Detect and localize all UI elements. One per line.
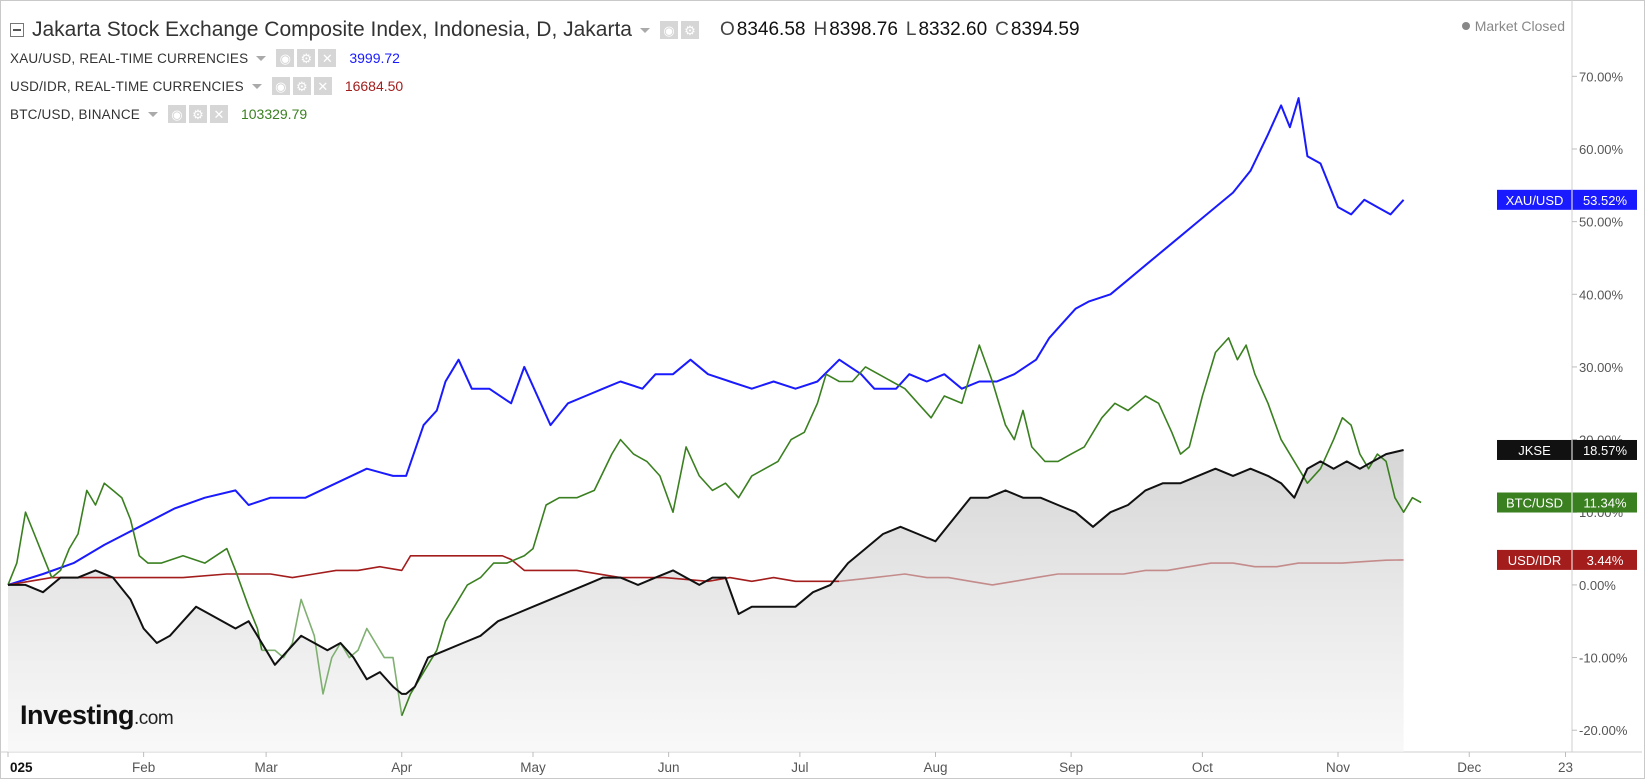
series-badge-value: 3.44% xyxy=(1587,553,1624,568)
series-line-jkse xyxy=(8,449,1404,695)
series-badge-xau-usd xyxy=(1497,189,1637,210)
x-tick-label: May xyxy=(520,760,546,775)
x-tick-label: Mar xyxy=(255,760,279,775)
series-controls: ◉ ⚙ ✕ xyxy=(271,77,335,95)
low-label: L xyxy=(905,19,917,40)
series-line-xau-usd xyxy=(7,97,1405,586)
overlay-row-btc: BTC/USD, BINANCE ◉ ⚙ ✕ 103329.79 xyxy=(10,105,307,123)
close-icon[interactable]: ✕ xyxy=(209,105,228,123)
logo-brand: Investing xyxy=(20,700,135,730)
x-tick-label: Feb xyxy=(132,760,155,775)
eye-icon[interactable]: ◉ xyxy=(276,49,295,67)
y-tick-label: 0.00% xyxy=(1579,578,1616,593)
series-badge-name: JKSE xyxy=(1518,443,1551,458)
high-value: 8398.76 xyxy=(829,19,898,40)
gear-icon[interactable]: ⚙ xyxy=(681,21,699,39)
series-badge-value: 18.57% xyxy=(1583,443,1628,458)
chevron-down-icon[interactable] xyxy=(256,55,267,61)
open-value: 8346.58 xyxy=(736,19,806,40)
market-status-text: Market Closed xyxy=(1474,18,1565,34)
series-badge-name: BTC/USD xyxy=(1506,496,1563,511)
gear-icon[interactable]: ⚙ xyxy=(297,49,316,67)
x-tick-label: Jul xyxy=(791,760,808,775)
series-line-usd-idr xyxy=(839,559,1404,586)
series-controls: ◉ ⚙ ✕ xyxy=(276,49,339,67)
x-tick-label: 23 xyxy=(1558,760,1573,775)
x-tick-label: Nov xyxy=(1326,760,1350,775)
series-badge-usd-idr xyxy=(1497,549,1637,570)
ohlc-readout: O 8346.58 H 8398.76 L 8332.60 C 8394.59 xyxy=(712,19,1080,41)
series-badge-value: 53.52% xyxy=(1583,193,1628,208)
y-tick-label: -20.00% xyxy=(1579,723,1628,738)
overlay-row-xau: XAU/USD, REAL-TIME CURRENCIES ◉ ⚙ ✕ 3999… xyxy=(10,49,400,67)
series-badge-value: 11.34% xyxy=(1583,496,1627,511)
series-controls: ◉ ⚙ xyxy=(660,21,702,39)
x-tick-label: Dec xyxy=(1457,760,1481,775)
overlay-value-xau: 3999.72 xyxy=(349,50,400,66)
gear-icon[interactable]: ⚙ xyxy=(292,77,311,95)
close-label: C xyxy=(995,19,1009,40)
logo-suffix: .com xyxy=(134,708,174,729)
series-badge-jkse xyxy=(1497,439,1637,460)
low-value: 8332.60 xyxy=(918,19,988,40)
collapse-toggle-icon[interactable] xyxy=(10,23,24,37)
open-label: O xyxy=(720,19,735,40)
overlay-label-idr: USD/IDR, REAL-TIME CURRENCIES xyxy=(10,78,244,94)
y-tick-label: 60.00% xyxy=(1579,142,1624,157)
x-tick-label: Sep xyxy=(1059,760,1083,775)
overlay-label-xau: XAU/USD, REAL-TIME CURRENCIES xyxy=(10,50,249,66)
series-badge-btc-usd xyxy=(1497,492,1637,513)
series-line-usd-idr xyxy=(7,555,840,586)
overlay-value-idr: 16684.50 xyxy=(344,78,404,94)
status-dot-icon xyxy=(1461,22,1470,30)
market-status: Market Closed xyxy=(1461,18,1565,34)
overlay-label-btc: BTC/USD, BINANCE xyxy=(10,106,140,122)
close-icon[interactable]: ✕ xyxy=(313,77,332,95)
overlay-row-idr: USD/IDR, REAL-TIME CURRENCIES ◉ ⚙ ✕ 1668… xyxy=(10,77,403,95)
series-line-btc-usd xyxy=(7,482,263,651)
eye-icon[interactable]: ◉ xyxy=(660,21,678,39)
x-tick-label: 025 xyxy=(10,760,33,775)
y-tick-label: 30.00% xyxy=(1579,360,1624,375)
chevron-down-icon[interactable] xyxy=(147,111,158,117)
chart-header: Jakarta Stock Exchange Composite Index, … xyxy=(10,18,1080,42)
x-tick-label: Aug xyxy=(923,760,947,775)
x-tick-label: Jun xyxy=(658,760,680,775)
x-tick-label: Apr xyxy=(391,760,413,775)
y-tick-label: 40.00% xyxy=(1579,287,1624,302)
eye-icon[interactable]: ◉ xyxy=(271,77,290,95)
high-label: H xyxy=(813,19,828,40)
overlay-value-btc: 103329.79 xyxy=(240,106,308,122)
series-controls: ◉ ⚙ ✕ xyxy=(167,105,231,123)
gear-icon[interactable]: ⚙ xyxy=(188,105,207,123)
y-tick-label: 70.00% xyxy=(1579,69,1624,84)
series-line-btc-usd xyxy=(401,337,1422,716)
y-tick-label: 50.00% xyxy=(1579,215,1624,230)
chevron-down-icon[interactable] xyxy=(251,83,262,89)
x-tick-label: Oct xyxy=(1192,760,1213,775)
investing-logo: Investing.com xyxy=(20,700,174,731)
close-icon[interactable]: ✕ xyxy=(318,49,337,67)
eye-icon[interactable]: ◉ xyxy=(167,105,186,123)
series-badge-name: USD/IDR xyxy=(1508,553,1561,568)
page-title: Jakarta Stock Exchange Composite Index, … xyxy=(32,18,632,41)
y-tick-label: -10.00% xyxy=(1579,651,1628,666)
chevron-down-icon[interactable] xyxy=(640,27,650,33)
series-badge-name: XAU/USD xyxy=(1506,193,1564,208)
close-value: 8394.59 xyxy=(1010,19,1080,40)
jkse-area-fill xyxy=(8,450,1404,752)
